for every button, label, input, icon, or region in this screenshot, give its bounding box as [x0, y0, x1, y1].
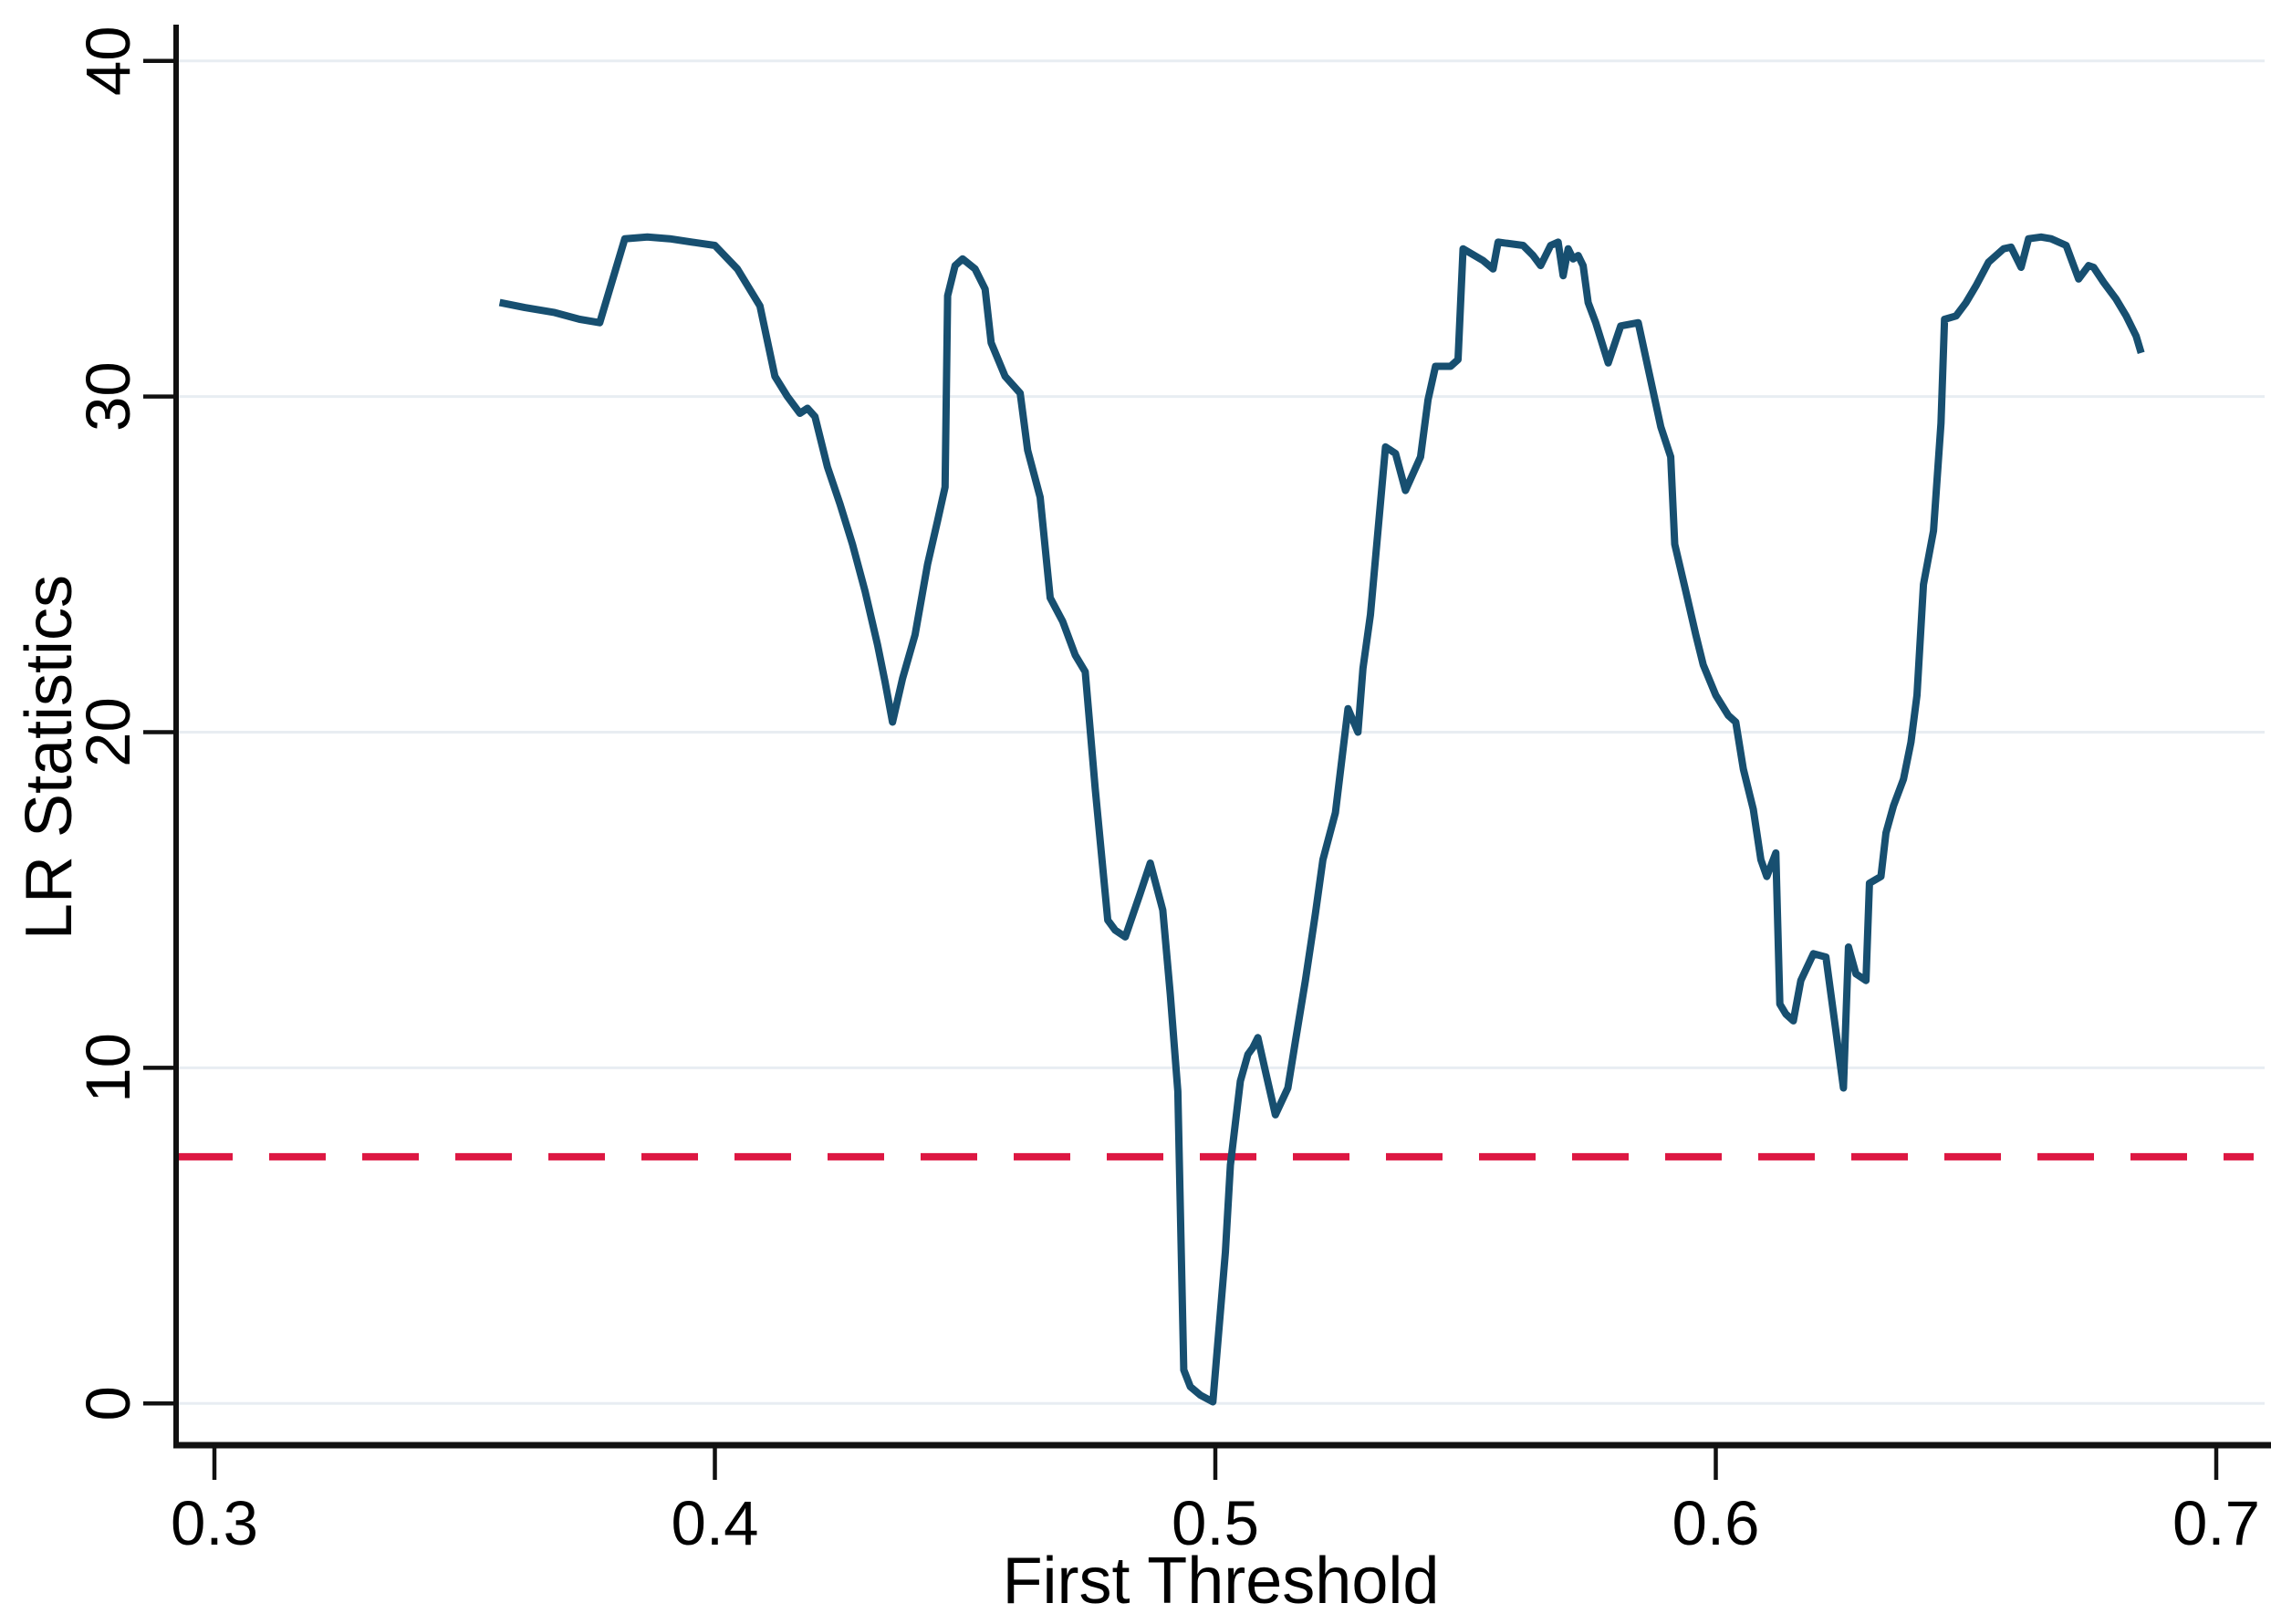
y-tick-label: 20	[73, 697, 143, 767]
x-axis-title: First Threshold	[1003, 1545, 1440, 1618]
lr-line-series	[498, 233, 2145, 1406]
y-tick-label: 30	[73, 361, 143, 432]
x-tick-label: 0.6	[1672, 1488, 1760, 1558]
x-tick-label: 0.7	[2172, 1488, 2260, 1558]
lr-statistic-line	[498, 233, 2145, 1406]
tick-marks-and-labels: 0 10 20 30 40 0.3 0.4 0.5 0.6 0.7	[73, 26, 2260, 1558]
gridlines	[176, 59, 2265, 1405]
axes	[173, 25, 2271, 1449]
y-tick-label: 10	[73, 1033, 143, 1103]
y-tick-label: 0	[73, 1386, 143, 1421]
y-tick-label: 40	[73, 26, 143, 96]
x-tick-label: 0.4	[672, 1488, 759, 1558]
y-axis-title: LR Statistics	[13, 575, 86, 940]
x-tick-label: 0.5	[1172, 1488, 1259, 1558]
x-tick-label: 0.3	[171, 1488, 258, 1558]
